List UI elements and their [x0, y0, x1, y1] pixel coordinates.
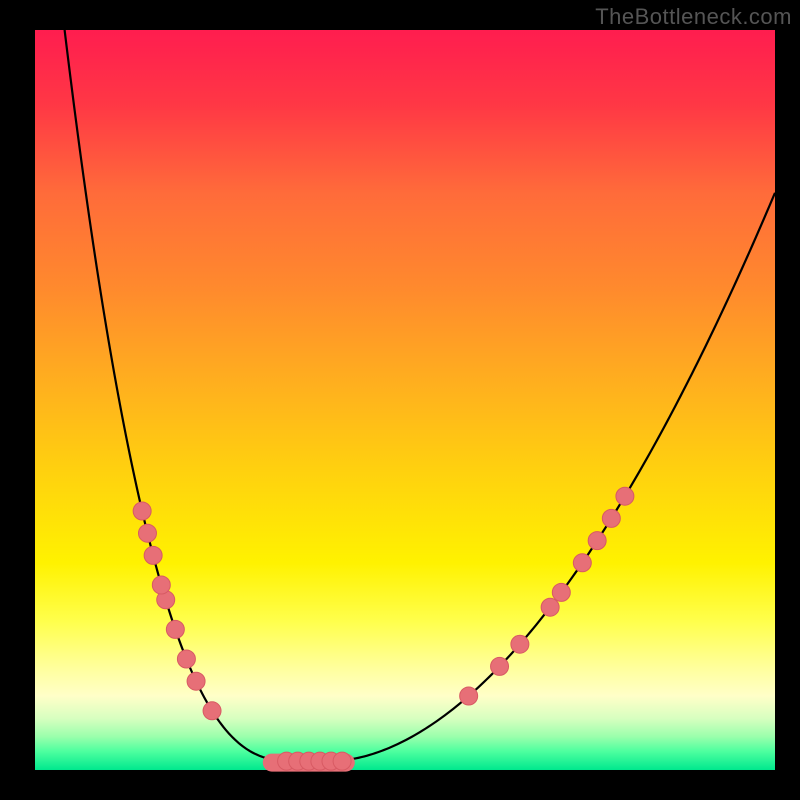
right-curve: [331, 193, 775, 761]
marker-left-0: [203, 702, 221, 720]
marker-right-3: [541, 598, 559, 616]
marker-right-2: [511, 635, 529, 653]
chart-svg: [35, 30, 775, 770]
chart-root: TheBottleneck.com: [0, 0, 800, 800]
marker-left-5: [152, 576, 170, 594]
marker-right-4: [552, 583, 570, 601]
marker-left-3: [166, 620, 184, 638]
marker-left-6: [144, 546, 162, 564]
marker-right-6: [588, 532, 606, 550]
left-curve: [65, 30, 294, 761]
marker-right-5: [573, 554, 591, 572]
marker-right-8: [616, 487, 634, 505]
marker-right-0: [460, 687, 478, 705]
marker-floor-5: [333, 752, 351, 770]
marker-right-1: [491, 657, 509, 675]
marker-left-1: [187, 672, 205, 690]
watermark-text: TheBottleneck.com: [595, 4, 792, 30]
marker-left-8: [133, 502, 151, 520]
marker-left-2: [177, 650, 195, 668]
plot-area: [35, 30, 775, 770]
marker-right-7: [602, 509, 620, 527]
marker-left-7: [138, 524, 156, 542]
